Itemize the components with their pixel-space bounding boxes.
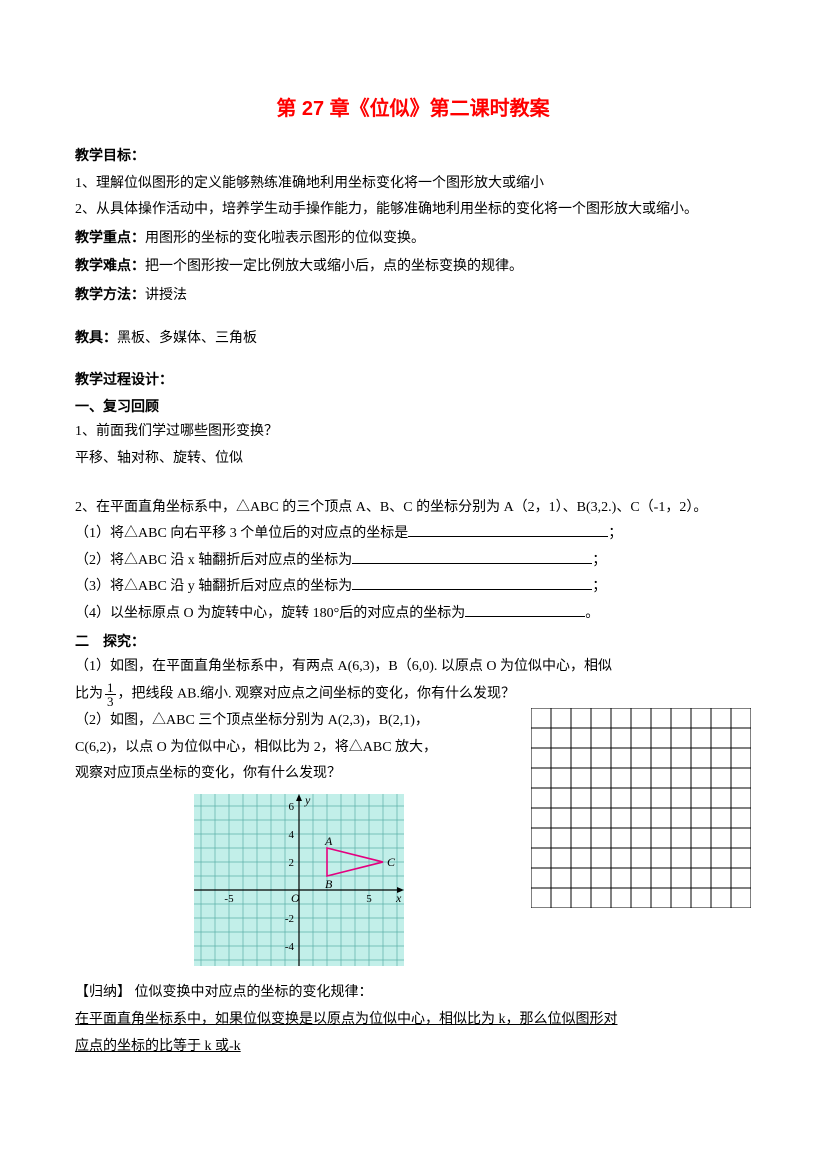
summary-line2: 应点的坐标的比等于 k 或-k bbox=[75, 1034, 751, 1061]
keypoint-line: 教学重点：用图形的坐标的变化啦表示图形的位似变换。 bbox=[75, 224, 751, 253]
svg-text:2: 2 bbox=[289, 857, 295, 869]
svg-text:6: 6 bbox=[289, 801, 295, 813]
review-heading: 一、复习回顾 bbox=[75, 393, 751, 420]
svg-text:-4: -4 bbox=[285, 941, 295, 953]
explore-heading: 二 探究： bbox=[75, 628, 751, 655]
goal-2: 2、从具体操作活动中，培养学生动手操作能力，能够准确地利用坐标的变化将一个图形放… bbox=[75, 197, 751, 224]
goal-1: 1、理解位似图形的定义能够熟练准确地利用坐标变化将一个图形放大或缩小 bbox=[75, 171, 751, 198]
svg-text:-5: -5 bbox=[224, 893, 234, 905]
svg-text:4: 4 bbox=[289, 829, 295, 841]
tools-line: 教具：黑板、多媒体、三角板 bbox=[75, 324, 751, 353]
goals-heading: 教学目标： bbox=[75, 142, 751, 171]
page-title: 第 27 章《位似》第二课时教案 bbox=[75, 90, 751, 128]
blank-3 bbox=[352, 575, 592, 590]
svg-text:-2: -2 bbox=[285, 913, 294, 925]
blank-4 bbox=[465, 602, 585, 617]
q2-sub2: （2）将△ABC 沿 x 轴翻折后对应点的坐标为； bbox=[75, 548, 751, 575]
summary-heading: 【归纳】 位似变换中对应点的坐标的变化规律： bbox=[75, 980, 751, 1007]
svg-text:A: A bbox=[324, 834, 333, 848]
blank-1 bbox=[408, 522, 608, 537]
svg-text:C: C bbox=[387, 855, 396, 869]
blank-grid-figure bbox=[531, 708, 751, 908]
review-q1: 1、前面我们学过哪些图形变换？ bbox=[75, 419, 751, 446]
svg-text:x: x bbox=[395, 891, 402, 905]
q2-sub4: （4）以坐标原点 O 为旋转中心，旋转 180°后的对应点的坐标为。 bbox=[75, 601, 751, 628]
explore-1-line1: （1）如图，在平面直角坐标系中，有两点 A(6,3)，B（6,0). 以原点 O… bbox=[75, 654, 751, 681]
process-heading: 教学过程设计： bbox=[75, 366, 751, 393]
q2-sub3: （3）将△ABC 沿 y 轴翻折后对应点的坐标为； bbox=[75, 574, 751, 601]
blank-2 bbox=[352, 548, 592, 563]
svg-text:y: y bbox=[304, 794, 311, 807]
q2-sub1: （1）将△ABC 向右平移 3 个单位后的对应点的坐标是； bbox=[75, 521, 751, 548]
svg-text:5: 5 bbox=[366, 893, 372, 905]
summary-line1: 在平面直角坐标系中，如果位似变换是以原点为位似中心，相似比为 k，那么位似图形对 bbox=[75, 1007, 751, 1034]
fraction-one-third: 13 bbox=[105, 681, 116, 708]
method-line: 教学方法：讲授法 bbox=[75, 281, 751, 310]
svg-text:B: B bbox=[325, 877, 333, 891]
svg-text:O: O bbox=[291, 891, 300, 905]
review-a1: 平移、轴对称、旋转、位似 bbox=[75, 446, 751, 473]
explore-1-line2: 比为13，把线段 AB.缩小. 观察对应点之间坐标的变化，你有什么发现？ bbox=[75, 681, 751, 708]
review-q2: 2、在平面直角坐标系中，△ABC 的三个顶点 A、B、C 的坐标分别为 A（2，… bbox=[75, 495, 751, 522]
difficult-line: 教学难点：把一个图形按一定比例放大或缩小后，点的坐标变换的规律。 bbox=[75, 252, 751, 281]
